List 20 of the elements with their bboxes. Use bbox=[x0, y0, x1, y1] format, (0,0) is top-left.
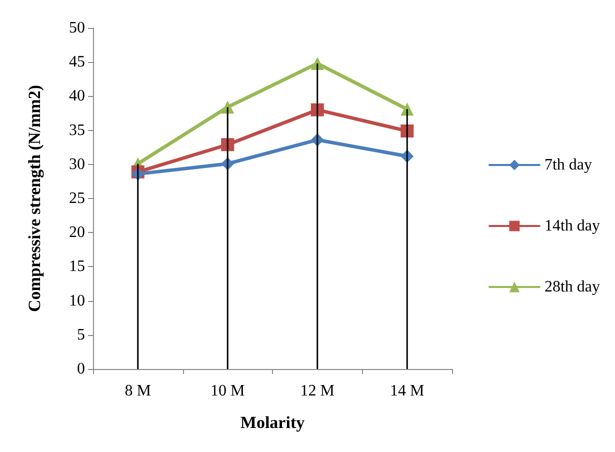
x-tick-label: 12 M bbox=[300, 382, 334, 400]
y-tick-label: 35 bbox=[69, 122, 85, 139]
y-tick-label: 40 bbox=[69, 88, 85, 105]
y-tick-label: 30 bbox=[69, 156, 85, 173]
legend-label: 7th day bbox=[544, 156, 592, 174]
y-tick-label: 50 bbox=[69, 20, 85, 36]
legend-label: 14th day bbox=[544, 218, 600, 234]
y-tick-label: 20 bbox=[69, 224, 85, 242]
x-axis-title: Molarity bbox=[240, 413, 306, 432]
x-tick-label: 8 M bbox=[124, 382, 151, 400]
y-tick-label: 10 bbox=[69, 292, 85, 310]
y-tick-label: 45 bbox=[69, 54, 85, 71]
x-tick-label: 14 M bbox=[390, 382, 424, 400]
y-tick-label: 0 bbox=[77, 360, 85, 378]
y-tick-label: 15 bbox=[69, 258, 85, 276]
y-tick-label: 5 bbox=[77, 326, 85, 344]
x-tick-label: 10 M bbox=[210, 382, 245, 400]
legend-label: 28th day bbox=[544, 278, 600, 296]
y-axis-title: Compressive strength (N/mm2) bbox=[25, 85, 44, 312]
y-tick-label: 25 bbox=[69, 190, 85, 207]
